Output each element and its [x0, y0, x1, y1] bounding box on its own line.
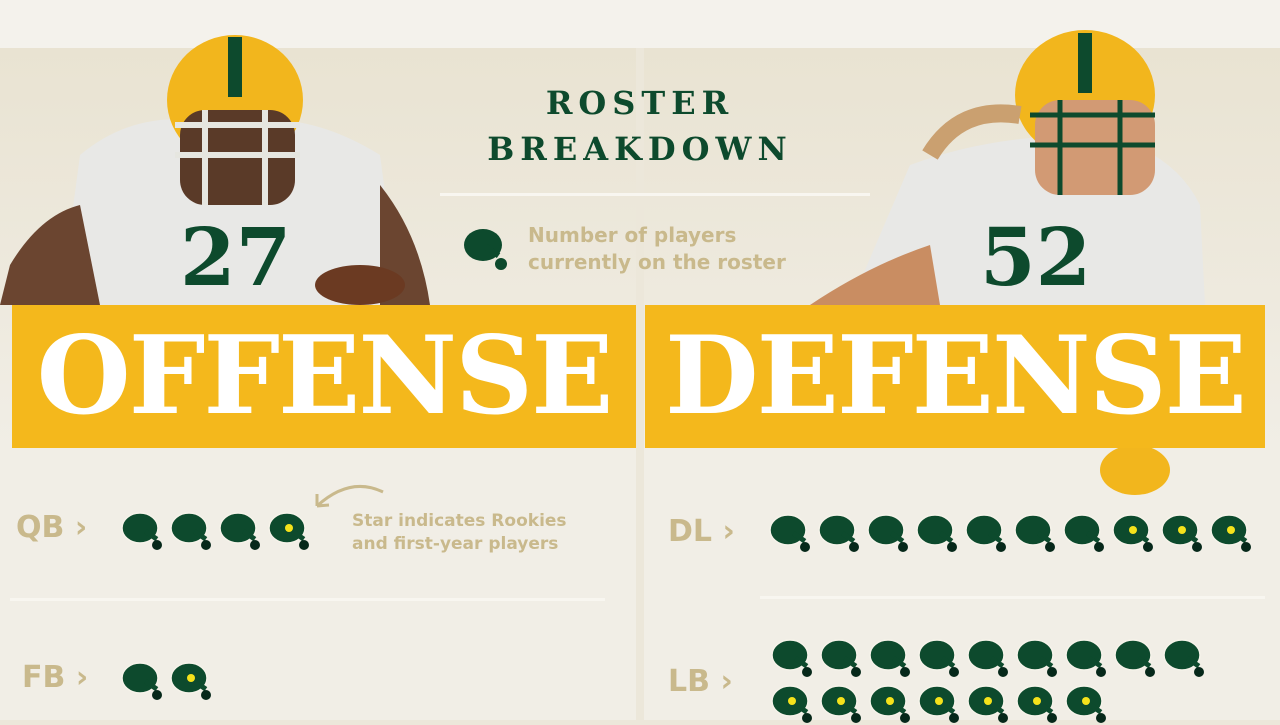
- rookie-note: Star indicates Rookies and first-year pl…: [352, 510, 567, 556]
- legend-line2: currently on the roster: [528, 250, 786, 274]
- divider: [760, 596, 1265, 599]
- position-name: DL: [668, 514, 713, 549]
- legend-text: Number of players currently on the roste…: [528, 222, 786, 276]
- fb-helmets: [120, 660, 600, 702]
- position-label-fb: FB ›: [22, 660, 88, 695]
- rookie-helmet-icon: [967, 685, 1008, 723]
- qb-helmets: [120, 510, 600, 552]
- helmet-icon: [1065, 639, 1106, 677]
- legend-line1: Number of players: [528, 223, 737, 247]
- chevron-icon: ›: [74, 510, 88, 545]
- position-label-dl: DL ›: [668, 514, 735, 549]
- chevron-icon: ›: [722, 514, 735, 549]
- rookie-helmet-icon: [1210, 514, 1251, 552]
- page-title-line2: BREAKDOWN: [487, 130, 793, 168]
- position-label-lb: LB ›: [668, 664, 733, 699]
- divider: [440, 193, 870, 196]
- position-name: LB: [668, 664, 710, 699]
- rookie-helmet-icon: [1016, 685, 1057, 723]
- rookie-helmet-icon: [1161, 514, 1202, 552]
- helmet-icon: [965, 514, 1006, 552]
- helmet-icon: [867, 514, 908, 552]
- offense-banner: [12, 305, 636, 448]
- position-label-qb: QB ›: [16, 510, 87, 545]
- helmet-icon: [869, 639, 910, 677]
- helmet-icon: [121, 662, 162, 700]
- chevron-icon: ›: [75, 660, 89, 695]
- helmet-icon: [916, 514, 957, 552]
- helmet-icon: [820, 639, 861, 677]
- divider: [10, 598, 605, 601]
- helmet-icon: [1163, 639, 1204, 677]
- note-line2: and first-year players: [352, 534, 559, 554]
- rookie-helmet-icon: [268, 512, 309, 550]
- offense-player-image: 27: [0, 35, 430, 305]
- defense-player-image: 52: [810, 30, 1205, 495]
- position-name: QB: [16, 510, 65, 545]
- offense-heading: OFFENSE: [36, 313, 614, 439]
- rookie-helmet-icon: [771, 685, 812, 723]
- defense-banner: [645, 305, 1265, 448]
- position-name: FB: [22, 660, 66, 695]
- rookie-helmet-icon: [1112, 514, 1153, 552]
- helmet-icon: [464, 229, 507, 270]
- helmet-icon: [1014, 514, 1055, 552]
- helmet-icon: [967, 639, 1008, 677]
- lb-helmets: [770, 637, 1220, 725]
- helmet-icon: [771, 639, 812, 677]
- helmet-icon: [1063, 514, 1104, 552]
- rookie-helmet-icon: [869, 685, 910, 723]
- helmet-icon: [1016, 639, 1057, 677]
- defense-heading: DEFENSE: [665, 313, 1247, 439]
- rookie-helmet-icon: [1065, 685, 1106, 723]
- rookie-helmet-icon: [918, 685, 959, 723]
- helmet-icon: [219, 512, 260, 550]
- arrow-icon: [315, 484, 384, 508]
- helmet-icon: [769, 514, 810, 552]
- rookie-helmet-icon: [820, 685, 861, 723]
- helmet-icon: [121, 512, 162, 550]
- page-title-line1: ROSTER: [545, 84, 735, 122]
- note-line1: Star indicates Rookies: [352, 511, 567, 531]
- helmet-icon: [818, 514, 859, 552]
- rookie-helmet-icon: [170, 662, 211, 700]
- dl-helmets: [768, 512, 1268, 554]
- offense-jersey-number: 27: [180, 210, 291, 304]
- chevron-icon: ›: [720, 664, 733, 699]
- helmet-icon: [918, 639, 959, 677]
- helmet-icon: [170, 512, 211, 550]
- defense-jersey-number: 52: [980, 210, 1091, 304]
- helmet-icon: [1114, 639, 1155, 677]
